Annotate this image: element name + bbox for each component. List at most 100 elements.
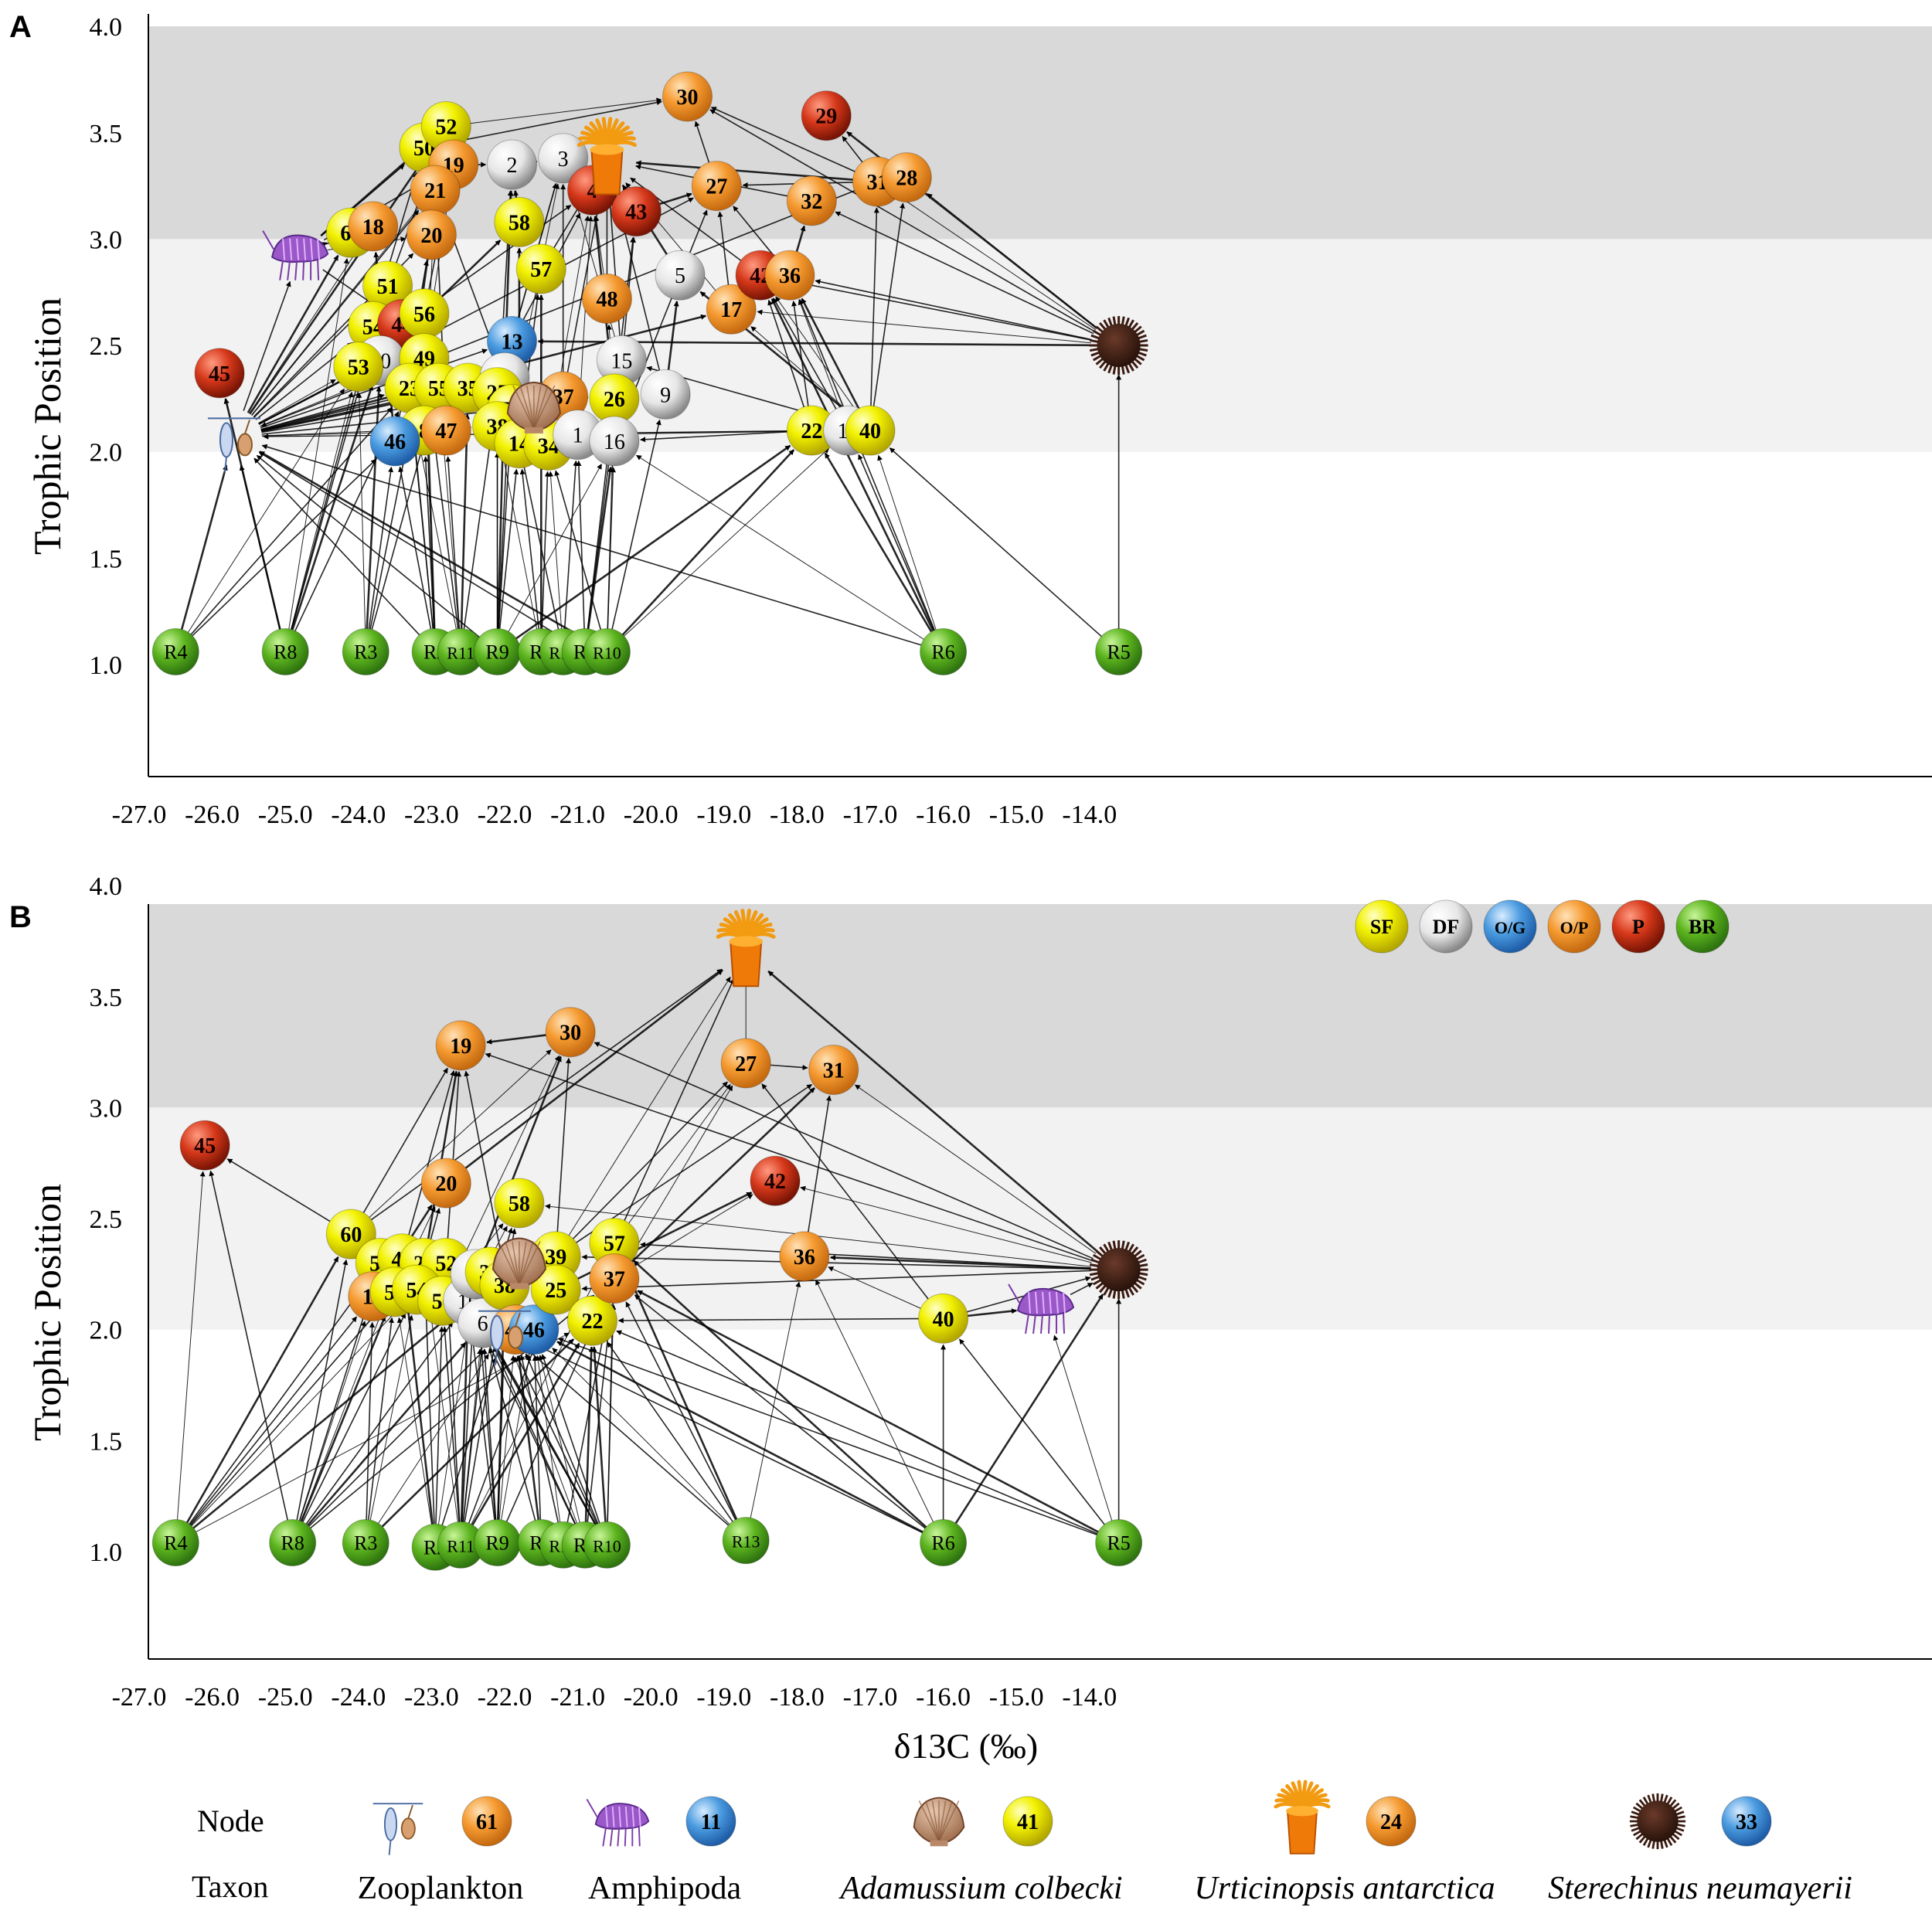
y-tick-label: 2.5 [90,1205,123,1234]
anemone-column [590,148,624,195]
node-marker [655,250,706,301]
node-marker [348,201,399,252]
edge-arrow [556,1057,572,1232]
edge-arrow [403,1283,434,1525]
edge-arrow [554,470,602,630]
node-marker [801,90,852,141]
edge-arrow [190,407,393,635]
edge-arrow [548,471,563,629]
node-22: 22 [567,1295,618,1346]
node-label: 13 [501,331,522,355]
node-58: 58 [494,1178,545,1229]
node-R4: R4 [151,627,199,675]
edge-arrow [408,1070,455,1236]
edge-arrow [631,1087,815,1263]
node-label: 18 [362,216,384,240]
edge-arrow [815,1279,934,1522]
edge-arrow [552,1348,730,1525]
edge-arrow [617,1317,919,1324]
edge-arrow [623,209,708,419]
edge-arrow [954,1294,1104,1524]
node-22: 22 [786,405,837,456]
node-marker [611,186,662,237]
edge-arrow [460,1326,470,1522]
node-label: 58 [509,1192,530,1216]
amphipod-leg [1032,1313,1037,1334]
edge-arrow [460,413,471,629]
group-legend: SF DF O/G O/P P BR [1355,899,1730,954]
node-marker [269,1519,317,1567]
amphipod-antenna [586,1799,598,1817]
edge-arrow [378,1353,489,1524]
edge-arrow [447,1071,462,1239]
edge-arrow [576,1083,813,1243]
edge-arrow [694,121,710,163]
legend-entry-og: O/G [1483,899,1537,954]
edge-arrow [253,457,420,636]
node-label: 29 [815,105,837,129]
edge-arrow [563,460,579,629]
node-R10: R10 [583,627,631,675]
edge-arrow [396,1317,432,1525]
node-label: R6 [931,1532,954,1555]
x-tick-label: -20.0 [624,1683,679,1712]
edge-arrow [628,1083,731,1224]
edge-arrow [640,1242,1091,1270]
sterechinus-icon [1089,1240,1148,1300]
node-marker [845,405,896,456]
node-label: 56 [413,303,435,327]
node-R5: R5 [1095,627,1143,675]
anemone-column [730,940,763,988]
node-21: 21 [410,165,461,216]
edge-arrow [442,1326,460,1522]
edge-arrow [464,969,723,1169]
node-57: 57 [589,1218,640,1269]
edge-arrow [435,1326,444,1525]
scallop-hinge [930,1840,948,1847]
edge-arrow [480,1323,597,1525]
edge-arrow [498,434,513,629]
key-node-label: 61 [476,1810,498,1834]
node-20: 20 [420,1158,471,1209]
node-marker [581,273,632,324]
node-label: R4 [164,641,187,663]
node-label: 45 [194,1134,216,1158]
x-tick-label: -17.0 [843,1683,898,1712]
node-label: 26 [604,388,625,412]
scallop-rib [526,385,535,430]
edge-arrow [750,1281,801,1518]
node-label: 36 [794,1246,815,1270]
edge-arrow [958,1338,1105,1525]
scallop-rib [498,1241,520,1285]
x-tick-label: -20.0 [624,801,679,829]
edge-arrow [258,451,566,641]
node-R6: R6 [920,1519,968,1567]
edge-arrow [1053,1334,1113,1521]
node-57: 57 [515,243,566,294]
larva-body [400,1817,416,1840]
amphipod-leg [279,260,284,280]
amphipod-segment [1035,1291,1039,1314]
edge-arrow [485,1052,1093,1262]
node-marker [494,196,545,247]
zooplankton-icon [478,1310,531,1365]
node-label: 60 [340,1223,362,1247]
legend-entry-op: O/P [1547,899,1601,954]
node-label: R5 [1107,1532,1130,1555]
node-label: 43 [625,201,647,225]
legend-label: BR [1689,916,1716,938]
edge-arrow [190,1311,379,1526]
node-marker [881,152,932,203]
legend-marker [1483,899,1537,954]
edge-arrow [579,216,594,410]
edge-arrow [260,393,385,430]
edge-arrow [513,190,519,198]
scallop-rib [533,385,549,430]
node-R13: R13 [722,1517,770,1565]
node-label: 45 [209,362,230,386]
node-48: 48 [581,273,632,324]
x-tick-label: -18.0 [770,1683,825,1712]
node-marker [583,627,631,675]
edge-arrow [258,379,336,424]
edge-arrow [445,456,461,629]
